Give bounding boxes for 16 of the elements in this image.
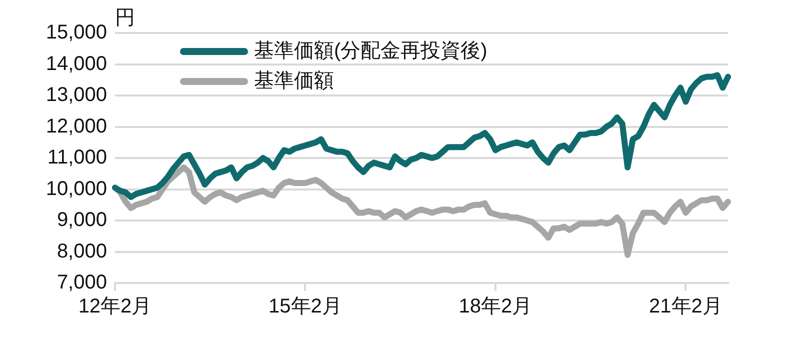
legend-label: 基準価額(分配金再投資後) — [254, 39, 488, 64]
y-tick-label: 14,000 — [46, 52, 107, 75]
y-tick-label: 11,000 — [47, 146, 107, 169]
y-tick-label: 9,000 — [56, 209, 107, 232]
y-tick-label: 13,000 — [46, 84, 107, 106]
y-tick-label: 8,000 — [56, 240, 107, 262]
y-tick-label: 12,000 — [46, 115, 107, 138]
x-tick-label: 15年2月 — [268, 296, 342, 318]
y-tick-label: 10,000 — [46, 178, 107, 200]
y-tick-label: 7,000 — [56, 272, 107, 294]
x-tick-label: 21年2月 — [649, 296, 722, 318]
legend-label: 基準価額 — [254, 69, 334, 94]
x-tick-label: 18年2月 — [458, 296, 532, 318]
x-tick-label: 12年2月 — [78, 296, 152, 318]
y-axis-title: 円 — [115, 6, 135, 31]
y-tick-label: 15,000 — [46, 22, 107, 44]
